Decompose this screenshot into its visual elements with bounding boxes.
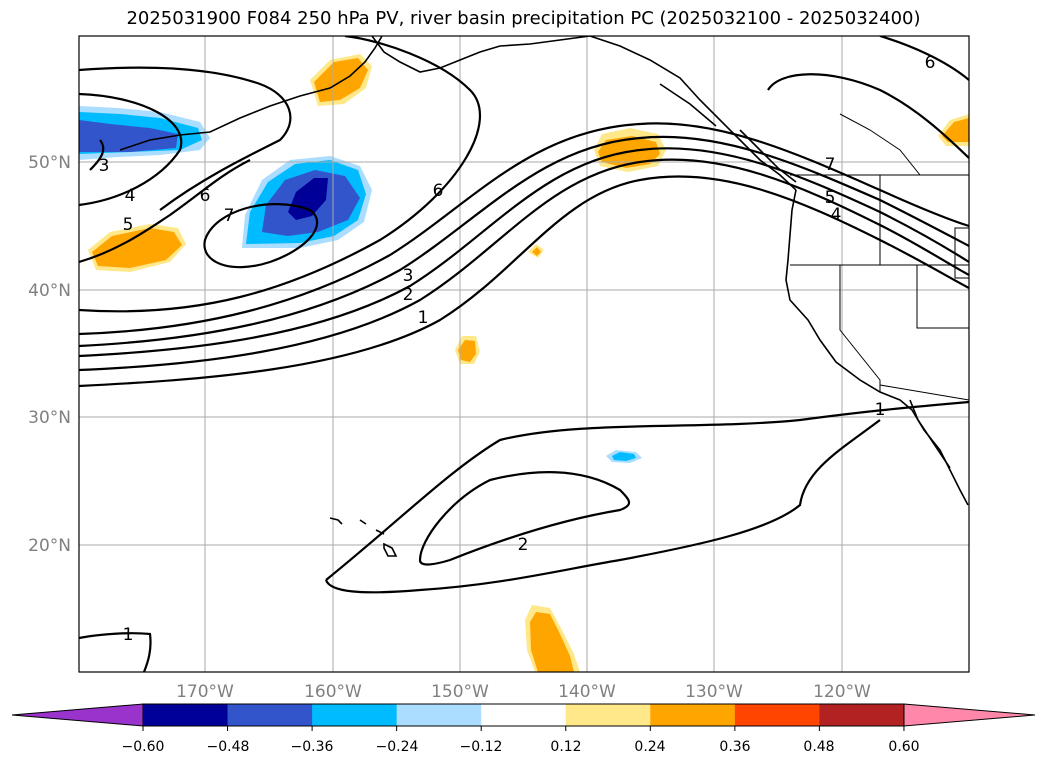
map-frame	[78, 35, 970, 673]
contour-label: 3	[99, 156, 110, 176]
colorbar-segment	[565, 704, 651, 726]
contour-label: 1	[875, 400, 886, 420]
colorbar-segment	[143, 704, 229, 726]
contour-label: 4	[125, 186, 136, 206]
lon-label: 170°W	[176, 682, 234, 702]
lon-label: 160°W	[304, 682, 362, 702]
lon-label: 120°W	[813, 682, 871, 702]
contour-label: 7	[224, 206, 235, 226]
contour-label: 2	[403, 285, 414, 305]
colorbar-segment	[312, 704, 398, 726]
contour-label: 5	[123, 215, 134, 235]
lat-label: 40°N	[28, 281, 71, 301]
colorbar-segment	[650, 704, 736, 726]
contour-label: 6	[433, 181, 444, 201]
contour-labels: 3 4 5 6 7 6 3 2 1 7 5 4 6 1 2 1	[99, 53, 936, 645]
colorbar-tick-label: 0.60	[888, 739, 919, 755]
pv-contours	[79, 36, 969, 672]
lon-label: 150°W	[431, 682, 489, 702]
colorbar-segment	[819, 704, 905, 726]
precip-shading	[79, 54, 969, 672]
contour-label: 3	[403, 266, 414, 286]
contour-label: 6	[200, 186, 211, 206]
colorbar-tick-label: −0.24	[376, 739, 419, 755]
colorbar	[11, 703, 1036, 731]
colorbar-tick-label: 0.36	[719, 739, 750, 755]
lon-label: 130°W	[685, 682, 743, 702]
lon-label: 140°W	[558, 682, 616, 702]
colorbar-frame	[142, 703, 905, 727]
colorbar-segment	[481, 704, 567, 726]
colorbar-extend-low	[11, 703, 144, 727]
contour-label: 1	[418, 308, 429, 328]
lat-label: 20°N	[28, 536, 71, 556]
contour-label: 4	[831, 205, 842, 225]
colorbar-tick-label: 0.48	[803, 739, 834, 755]
colorbar-extend-high	[903, 703, 1036, 727]
colorbar-tick-labels: −0.60 −0.48 −0.36 −0.24 −0.12 0.12 0.24 …	[122, 739, 920, 755]
contour-label: 6	[925, 53, 936, 73]
map-background	[79, 36, 969, 672]
colorbar-segment	[227, 704, 313, 726]
contour-label: 1	[123, 625, 134, 645]
lon-labels: 170°W 160°W 150°W 140°W 130°W 120°W	[176, 682, 871, 702]
colorbar-tick-label: −0.36	[291, 739, 334, 755]
contour-label: 7	[825, 155, 836, 175]
colorbar-segment	[734, 704, 820, 726]
lat-labels: 50°N 40°N 30°N 20°N	[28, 153, 71, 556]
colorbar-tick-label: −0.60	[122, 739, 165, 755]
contour-label: 2	[518, 535, 529, 555]
colorbar-segment	[396, 704, 482, 726]
colorbar-tick-label: 0.24	[634, 739, 665, 755]
contour-label: 5	[825, 188, 836, 208]
lat-label: 30°N	[28, 408, 71, 428]
colorbar-tick-label: 0.12	[550, 739, 581, 755]
map-title: 2025031900 F084 250 hPa PV, river basin …	[126, 8, 921, 29]
lat-label: 50°N	[28, 153, 71, 173]
colorbar-tick-label: −0.48	[207, 739, 250, 755]
colorbar-tick-label: −0.12	[460, 739, 503, 755]
